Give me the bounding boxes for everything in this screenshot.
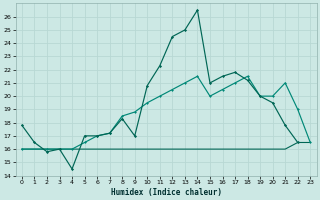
X-axis label: Humidex (Indice chaleur): Humidex (Indice chaleur) (111, 188, 221, 197)
